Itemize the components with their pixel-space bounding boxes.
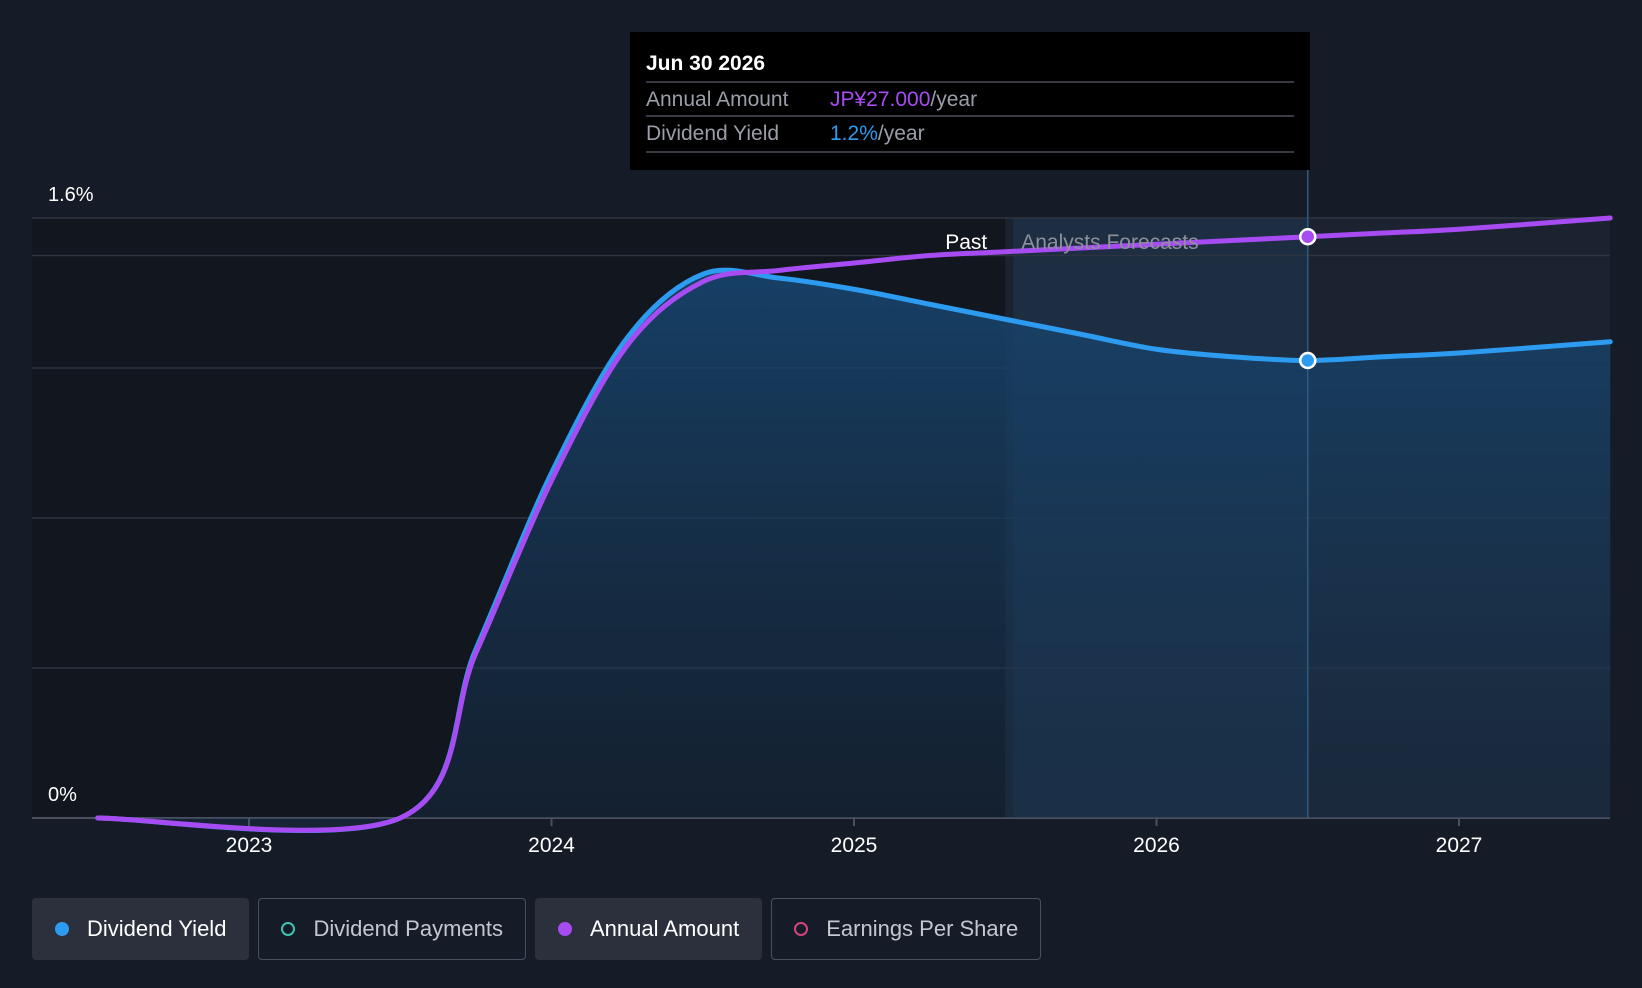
legend-dividend-payments[interactable]: Dividend Payments [258, 898, 526, 960]
x-tick-label: 2024 [528, 834, 575, 857]
y-axis-max-label: 1.6% [48, 184, 94, 206]
legend-earnings-per-share[interactable]: Earnings Per Share [771, 898, 1042, 960]
series-line-annual-amount [95, 215, 1613, 833]
hover-marker [1299, 228, 1317, 246]
dividend-yield-dot-icon [55, 922, 69, 936]
y-axis-min-label: 0% [48, 784, 77, 806]
tooltip-annual-value: JP¥27.000 [830, 88, 930, 111]
hover-marker [1299, 351, 1317, 370]
past-label: Past [945, 231, 987, 254]
annual-amount-dot-icon [557, 922, 572, 936]
legend-label: Annual Amount [589, 916, 740, 941]
x-tick-label: 2027 [1436, 834, 1483, 857]
tooltip-row-label: Dividend Yield [646, 122, 779, 145]
legend-label: Earnings Per Share [826, 916, 1019, 941]
legend-dividend-yield[interactable]: Dividend Yield [32, 898, 250, 960]
tooltip-annual-unit: /year [930, 88, 977, 111]
dividend-yield-area [97, 270, 1611, 831]
tooltip-box [630, 32, 1310, 170]
legend-annual-amount[interactable]: Annual Amount [534, 898, 763, 960]
x-tick-label: 2023 [226, 834, 273, 857]
chart-legend: Dividend Yield Dividend Payments Annual … [32, 898, 1042, 962]
x-axis: 2023 2024 2025 2026 2027 [226, 818, 1483, 857]
dividend-payments-circle-icon [281, 922, 296, 936]
legend-label: Dividend Yield [87, 916, 227, 941]
tooltip-yield-value: 1.2% [830, 122, 878, 145]
forecast-label: Analysts Forecasts [1021, 231, 1198, 254]
tooltip: Jun 30 2026 Annual Amount JP¥27.000/year… [630, 32, 1310, 170]
tooltip-row-value: 1.2%/year [830, 122, 925, 145]
tooltip-yield-unit: /year [878, 122, 925, 145]
legend-label: Dividend Payments [313, 916, 503, 941]
x-tick-label: 2026 [1133, 834, 1180, 857]
x-tick-label: 2025 [831, 834, 878, 857]
tooltip-date: Jun 30 2026 [646, 52, 765, 75]
earnings-per-share-circle-icon [794, 922, 809, 936]
tooltip-row-value: JP¥27.000/year [830, 88, 977, 111]
tooltip-row-label: Annual Amount [646, 88, 789, 111]
